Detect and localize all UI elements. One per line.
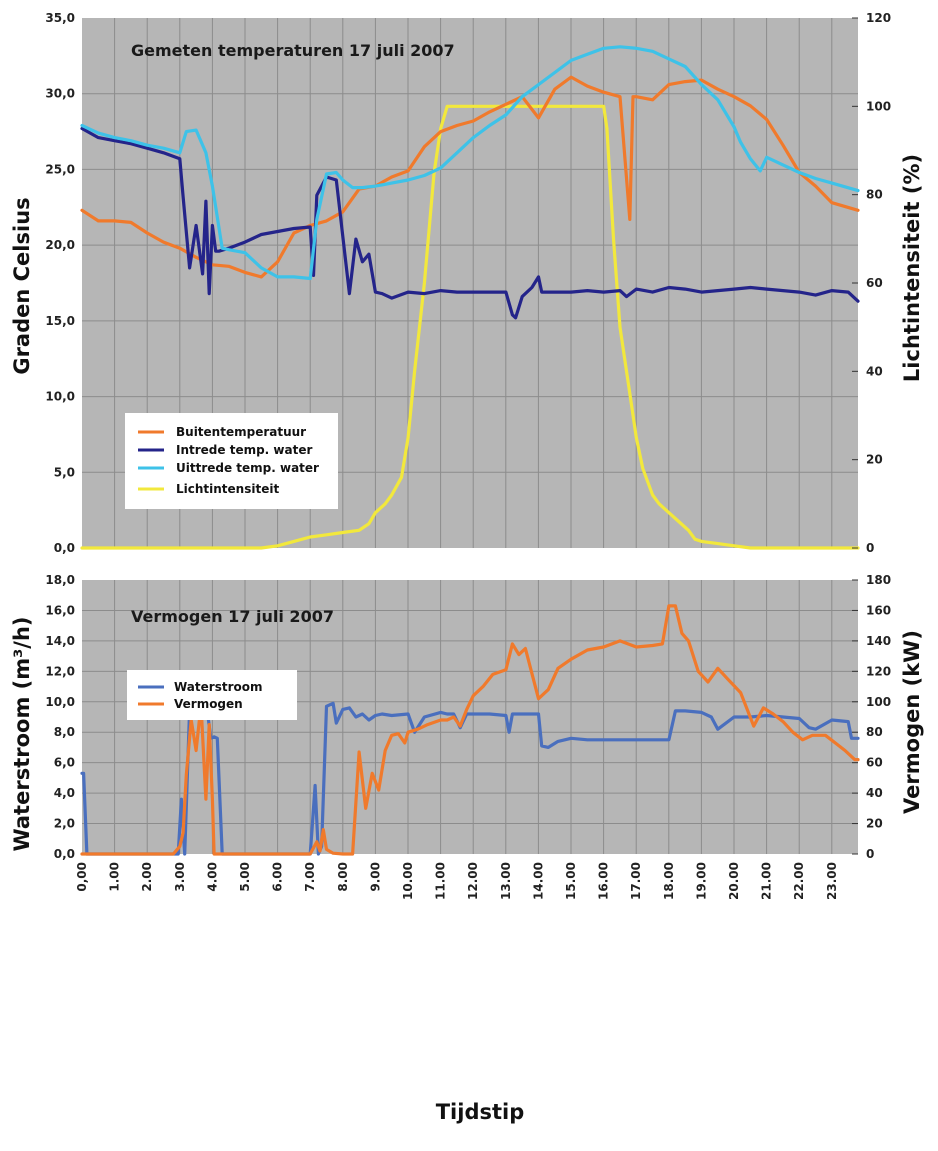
x-tick-label: 19.00 [694, 862, 708, 900]
y-tick-label-right: 100 [866, 99, 891, 113]
y-tick-label-left: 12,0 [45, 664, 75, 678]
y-tick-label-left: 2,0 [54, 817, 75, 831]
bottom-chart-title: Vermogen 17 juli 2007 [131, 607, 334, 626]
y-tick-label-left: 10,0 [45, 390, 75, 404]
y-tick-label-left: 15,0 [45, 314, 75, 328]
x-tick-label: 1.00 [108, 862, 122, 892]
x-tick-label: 21.00 [760, 862, 774, 900]
y-tick-label-left: 10,0 [45, 695, 75, 709]
y-tick-label-right: 120 [866, 664, 891, 678]
y-tick-label-left: 18,0 [45, 573, 75, 587]
y-tick-label-left: 35,0 [45, 11, 75, 25]
series-line-uittrede-temp-water [80, 45, 860, 281]
y-tick-label-right: 80 [866, 188, 883, 202]
y-tick-label-right: 140 [866, 634, 891, 648]
y-tick-label-right: 120 [866, 11, 891, 25]
x-tick-label: 20.00 [727, 862, 741, 900]
y-tick-label-left: 0,0 [54, 847, 75, 861]
x-tick-label: 15.00 [564, 862, 578, 900]
x-tick-label: 14.00 [531, 862, 545, 900]
y-tick-label-right: 20 [866, 453, 883, 467]
legend-label-uittrede: Uittrede temp. water [176, 461, 319, 475]
y-tick-label-right: 20 [866, 817, 883, 831]
x-tick-label: 3.00 [173, 862, 187, 892]
y-tick-label-left: 20,0 [45, 238, 75, 252]
x-tick-label: 12.00 [466, 862, 480, 900]
y-tick-label-left: 0,0 [54, 541, 75, 555]
x-tick-label: 2.00 [140, 862, 154, 892]
top-left-axis-title: Graden Celsius [10, 197, 34, 374]
y-tick-label-right: 160 [866, 603, 891, 617]
y-tick-label-right: 80 [866, 725, 883, 739]
legend-label-intrede: Intrede temp. water [176, 443, 312, 457]
x-tick-label: 5.00 [238, 862, 252, 892]
x-tick-label: 10.00 [401, 862, 415, 900]
y-tick-label-right: 60 [866, 276, 883, 290]
series-line-vermogen [80, 604, 860, 856]
legend-label-lichtintensiteit: Lichtintensiteit [176, 482, 279, 496]
series-line-intrede-temp-water [80, 126, 860, 320]
x-tick-label: 13.00 [499, 862, 513, 900]
x-tick-label: 7.00 [303, 862, 317, 892]
top-chart-title: Gemeten temperaturen 17 juli 2007 [131, 41, 455, 60]
y-tick-label-right: 40 [866, 364, 883, 378]
x-tick-label: 23.00 [825, 862, 839, 900]
x-tick-label: 4.00 [205, 862, 219, 892]
y-tick-label-left: 25,0 [45, 162, 75, 176]
x-tick-label: 17.00 [629, 862, 643, 900]
x-tick-label: 6.00 [271, 862, 285, 892]
y-tick-label-left: 30,0 [45, 87, 75, 101]
x-axis-title: Tijdstip [436, 1100, 525, 1124]
top-legend-box [125, 413, 338, 509]
legend-label-waterstroom: Waterstroom [174, 680, 263, 694]
y-tick-label-right: 180 [866, 573, 891, 587]
bottom-legend: Waterstroom Vermogen [127, 670, 297, 720]
y-tick-label-right: 60 [866, 756, 883, 770]
y-tick-label-left: 16,0 [45, 603, 75, 617]
legend-label-vermogen: Vermogen [174, 697, 243, 711]
y-tick-label-right: 40 [866, 786, 883, 800]
series-line-buitentemperatuur [80, 75, 860, 279]
y-tick-label-left: 14,0 [45, 634, 75, 648]
x-tick-label: 18.00 [662, 862, 676, 900]
x-tick-label: 0,00 [75, 862, 89, 892]
y-tick-label-left: 8,0 [54, 725, 75, 739]
y-tick-label-right: 0 [866, 541, 874, 555]
legend-label-buitentemperatuur: Buitentemperatuur [176, 425, 306, 439]
y-tick-label-left: 5,0 [54, 465, 75, 479]
x-tick-label: 8.00 [336, 862, 350, 892]
bottom-right-axis-title: Vermogen (kW) [900, 630, 924, 814]
top-right-axis-title: Lichtintensiteit (%) [900, 154, 924, 382]
series-line-lichtintensiteit [80, 104, 860, 550]
y-tick-label-left: 4,0 [54, 786, 75, 800]
x-tick-label: 11.00 [434, 862, 448, 900]
y-tick-label-left: 6,0 [54, 756, 75, 770]
bottom-legend-box [127, 670, 297, 720]
ticks-layer: 0,00 1.00 2.00 3.00 4.00 5.00 6.00 7.00 8.00 9.00… [45, 11, 891, 900]
x-tick-label: 22.00 [792, 862, 806, 900]
x-tick-label: 16.00 [597, 862, 611, 900]
x-tick-label: 9.00 [368, 862, 382, 892]
y-tick-label-right: 0 [866, 847, 874, 861]
bottom-left-axis-title: Waterstroom (m³/h) [10, 616, 34, 851]
y-tick-label-right: 100 [866, 695, 891, 709]
top-legend: Buitentemperatuur Intrede temp. water Ui… [125, 413, 338, 509]
